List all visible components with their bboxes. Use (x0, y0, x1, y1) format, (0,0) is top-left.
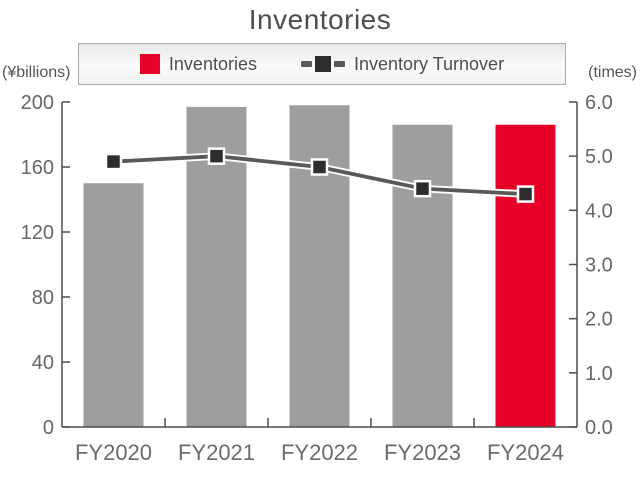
inventories-swatch-icon (139, 54, 160, 74)
legend-label-inventories: Inventories (168, 53, 257, 74)
legend-box: Inventories Inventory Turnover (78, 43, 566, 85)
left-axis-tick-label: 120 (21, 222, 54, 244)
legend-label-inventory-turnover: Inventory Turnover (353, 53, 505, 74)
left-axis-tick-label: 40 (32, 352, 54, 374)
turnover-marker-fy2021 (207, 147, 226, 165)
category-label: FY2024 (487, 440, 564, 465)
turnover-marker-fy2023 (413, 179, 432, 198)
bar-fy2022 (289, 105, 350, 427)
category-label: FY2021 (178, 440, 255, 465)
bar-fy2023 (392, 124, 453, 427)
right-axis-tick-label: 6.0 (585, 92, 613, 114)
turnover-marker-fy2024 (516, 185, 535, 203)
right-axis-tick-label: 4.0 (585, 200, 613, 222)
category-label: FY2023 (384, 440, 461, 465)
line-marker-icon (300, 56, 345, 72)
square-marker-icon (314, 56, 331, 72)
category-label: FY2020 (75, 440, 152, 465)
right-axis-unit-label: (times) (588, 64, 637, 81)
category-label: FY2022 (281, 440, 358, 465)
legend-item-inventories: Inventories (139, 53, 257, 75)
left-axis-unit-label: (¥billions) (2, 64, 71, 81)
bar-fy2020 (83, 183, 144, 427)
right-axis-tick-label: 2.0 (585, 309, 613, 331)
chart-title: Inventories (248, 4, 392, 35)
bar-fy2024 (495, 124, 556, 427)
right-axis-tick-label: 3.0 (585, 255, 613, 277)
dash-icon (300, 61, 312, 67)
dash-icon (333, 61, 345, 67)
right-axis-tick-label: 5.0 (585, 146, 613, 168)
left-axis-tick-label: 0 (43, 417, 54, 439)
left-axis-tick-label: 80 (32, 287, 54, 309)
turnover-marker-fy2022 (310, 158, 329, 176)
right-axis-tick-label: 1.0 (585, 363, 613, 385)
legend-item-inventory-turnover: Inventory Turnover (300, 53, 505, 75)
right-axis-tick-label: 0.0 (585, 417, 613, 439)
left-axis-tick-label: 160 (21, 157, 54, 179)
left-axis-tick-label: 200 (21, 92, 54, 114)
turnover-marker-fy2020 (104, 152, 123, 171)
